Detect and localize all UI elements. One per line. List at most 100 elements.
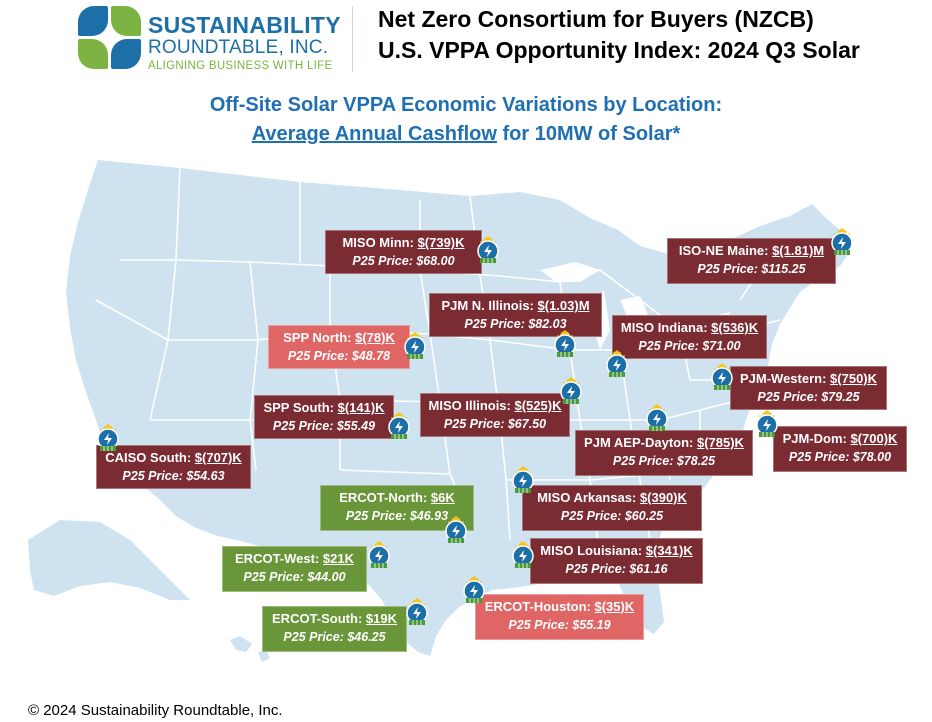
- market-box-caiso-south: CAISO South: $(707)K P25 Price: $54.63: [96, 445, 251, 489]
- market-cashflow-value: $(700)K: [850, 431, 898, 446]
- market-name: MISO Illinois:: [428, 398, 515, 413]
- market-box-ercot-houston: ERCOT-Houston: $(35)K P25 Price: $55.19: [475, 594, 644, 640]
- market-cashflow-value: $(78)K: [355, 330, 395, 345]
- solar-panel-pin-icon: [96, 423, 120, 452]
- market-box-miso-louisiana: MISO Louisiana: $(341)K P25 Price: $61.16: [530, 538, 703, 584]
- market-name: SPP South:: [263, 400, 338, 415]
- market-p25-price: P25 Price: $78.25: [612, 454, 716, 468]
- market-box-spp-south: SPP South: $(141)K P25 Price: $55.49: [254, 395, 394, 439]
- market-cashflow-value: $19K: [365, 611, 397, 626]
- market-p25-price: P25 Price: $46.93: [345, 509, 449, 523]
- market-label: ERCOT-West: $21K: [223, 549, 366, 568]
- header-title-line1: Net Zero Consortium for Buyers (NZCB): [378, 6, 814, 32]
- market-label: PJM-Dom: $(700)K: [774, 429, 906, 448]
- market-name: ISO-NE Maine:: [678, 243, 773, 258]
- solar-panel-pin-icon: [755, 409, 779, 438]
- market-cashflow-value: $(750)K: [830, 371, 878, 386]
- market-label: MISO Indiana: $(536)K: [613, 318, 766, 337]
- market-box-miso-arkansas: MISO Arkansas: $(390)K P25 Price: $60.25: [522, 485, 702, 531]
- market-p25-price: P25 Price: $55.19: [508, 618, 611, 632]
- solar-panel-pin-icon: [444, 515, 468, 544]
- market-name: MISO Louisiana:: [540, 543, 646, 558]
- market-p25-price: P25 Price: $44.00: [243, 570, 346, 584]
- market-p25-price: P25 Price: $54.63: [122, 469, 225, 483]
- market-box-ercot-north: ERCOT-North: $6K P25 Price: $46.93: [320, 485, 474, 531]
- market-box-spp-north: SPP North: $(78)K P25 Price: $48.78: [268, 325, 410, 369]
- market-name: ERCOT-Houston:: [484, 599, 595, 614]
- market-label: SPP South: $(141)K: [255, 398, 393, 417]
- market-p25-price: P25 Price: $61.16: [565, 562, 668, 576]
- solar-panel-pin-icon: [405, 597, 429, 626]
- market-name: CAISO South:: [105, 450, 195, 465]
- market-box-pjm-n-illinois: PJM N. Illinois: $(1.03)M P25 Price: $82.…: [429, 293, 602, 337]
- solar-panel-pin-icon: [511, 540, 535, 569]
- market-cashflow-value: $(785)K: [696, 435, 744, 450]
- solar-panel-pin-icon: [710, 362, 734, 391]
- market-cashflow-value: $(1.81)M: [772, 243, 825, 258]
- market-label: PJM N. Illinois: $(1.03)M: [430, 296, 601, 315]
- market-label: MISO Arkansas: $(390)K: [523, 488, 701, 507]
- market-box-pjm-aep-dayton: PJM AEP-Dayton: $(785)K P25 Price: $78.25: [575, 430, 753, 476]
- market-box-miso-illinois: MISO Illinois: $(525)K P25 Price: $67.50: [420, 393, 570, 437]
- market-label: CAISO South: $(707)K: [97, 448, 250, 467]
- market-name: MISO Minn:: [342, 235, 418, 250]
- market-cashflow-value: $21K: [322, 551, 354, 566]
- market-name: SPP North:: [283, 330, 356, 345]
- market-p25-price: P25 Price: $55.49: [272, 419, 376, 433]
- market-label: PJM-Western: $(750)K: [731, 369, 886, 388]
- market-box-miso-indiana: MISO Indiana: $(536)K P25 Price: $71.00: [612, 315, 767, 359]
- market-cashflow-value: $(707)K: [194, 450, 242, 465]
- market-box-ercot-west: ERCOT-West: $21K P25 Price: $44.00: [222, 546, 367, 592]
- logo-tagline: ALIGNING BUSINESS WITH LIFE: [148, 60, 333, 72]
- market-label: SPP North: $(78)K: [269, 328, 409, 347]
- market-cashflow-value: $(739)K: [417, 235, 465, 250]
- solar-panel-pin-icon: [830, 227, 854, 256]
- solar-panel-pin-icon: [403, 331, 427, 360]
- market-p25-price: P25 Price: $82.03: [464, 317, 567, 331]
- market-name: PJM-Western:: [739, 371, 831, 386]
- market-name: ERCOT-North:: [339, 490, 431, 505]
- market-label: ERCOT-Houston: $(35)K: [476, 597, 643, 616]
- market-cashflow-value: $6K: [430, 490, 455, 505]
- market-p25-price: P25 Price: $68.00: [352, 254, 455, 268]
- market-p25-price: P25 Price: $71.00: [638, 339, 741, 353]
- market-cashflow-value: $(525)K: [514, 398, 562, 413]
- logo-leaves-icon: [78, 6, 142, 70]
- market-label: ERCOT-South: $19K: [263, 609, 406, 628]
- map-subtitle-emphasis: Average Annual Cashflow: [251, 123, 497, 145]
- market-label: MISO Louisiana: $(341)K: [531, 541, 702, 560]
- logo-name-line2: ROUNDTABLE, INC.: [148, 37, 329, 58]
- market-cashflow-value: $(1.03)M: [537, 298, 590, 313]
- market-p25-price: P25 Price: $115.25: [697, 262, 806, 276]
- market-box-pjm-western: PJM-Western: $(750)K P25 Price: $79.25: [730, 366, 887, 410]
- solar-panel-pin-icon: [476, 235, 500, 264]
- solar-panel-pin-icon: [367, 540, 391, 569]
- header-title-line2: U.S. VPPA Opportunity Index: 2024 Q3 Sol…: [378, 37, 860, 63]
- market-box-miso-minn: MISO Minn: $(739)K P25 Price: $68.00: [325, 230, 482, 274]
- solar-panel-pin-icon: [559, 376, 583, 405]
- market-p25-price: P25 Price: $78.00: [788, 450, 892, 464]
- market-label: MISO Minn: $(739)K: [326, 233, 481, 252]
- market-cashflow-value: $(536)K: [711, 320, 759, 335]
- map-subtitle-rest: for 10MW of Solar*: [496, 123, 681, 145]
- market-label: ERCOT-North: $6K: [321, 488, 473, 507]
- market-name: MISO Indiana:: [620, 320, 712, 335]
- market-name: PJM AEP-Dayton:: [584, 435, 697, 450]
- market-name: PJM-Dom:: [782, 431, 851, 446]
- market-cashflow-value: $(141)K: [337, 400, 385, 415]
- market-p25-price: P25 Price: $46.25: [283, 630, 386, 644]
- market-p25-price: P25 Price: $79.25: [757, 390, 860, 404]
- market-label: ISO-NE Maine: $(1.81)M: [668, 241, 835, 260]
- solar-panel-pin-icon: [387, 411, 411, 440]
- logo-name-line1: SUSTAINABILITY: [148, 12, 341, 38]
- market-cashflow-value: $(390)K: [639, 490, 687, 505]
- market-label: PJM AEP-Dayton: $(785)K: [576, 433, 752, 452]
- solar-panel-pin-icon: [645, 403, 669, 432]
- solar-panel-pin-icon: [605, 349, 629, 378]
- market-p25-price: P25 Price: $48.78: [287, 349, 391, 363]
- header-divider: [352, 6, 353, 72]
- market-p25-price: P25 Price: $67.50: [443, 417, 547, 431]
- market-name: ERCOT-South:: [272, 611, 366, 626]
- market-box-pjm-dom: PJM-Dom: $(700)K P25 Price: $78.00: [773, 426, 907, 472]
